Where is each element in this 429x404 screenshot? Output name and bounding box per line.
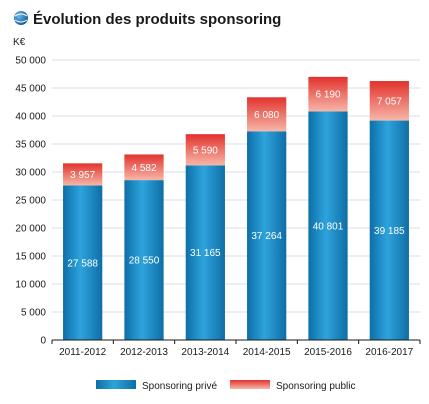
- bar-value-label: 27 588: [67, 258, 98, 269]
- bar-sponsoring-public: [63, 163, 103, 186]
- legend-label-sponsoring-public: Sponsoring public: [276, 381, 356, 392]
- bar-sponsoring-public: [308, 76, 348, 112]
- bar-value-label: 6 190: [315, 90, 340, 101]
- x-tick-label: 2014-2015: [243, 347, 291, 358]
- y-tick-label: 50 000: [15, 56, 46, 67]
- x-axis-ticks: 2011-2012 2012-2013 2013-2014 2014-2015 2015…: [51, 340, 421, 358]
- bar-value-label: 28 550: [129, 256, 160, 267]
- y-tick-label: 5 000: [21, 308, 46, 319]
- bar-value-label: 5 590: [193, 145, 218, 156]
- bar-sponsoring-public: [247, 97, 287, 132]
- bar-sponsoring-public: [124, 154, 164, 181]
- x-tick-label: 2012-2013: [120, 347, 168, 358]
- bar-value-label: 39 185: [374, 226, 405, 237]
- y-tick-label: 40 000: [15, 112, 46, 123]
- grid-lines: [52, 59, 420, 313]
- x-tick-label: 2016-2017: [365, 347, 413, 358]
- bar-sponsoring-prive: [63, 185, 103, 340]
- bar-sponsoring-public: [185, 134, 225, 166]
- y-tick-label: 30 000: [15, 168, 46, 179]
- bar-sponsoring-prive: [369, 120, 409, 341]
- chart-title: Évolution des produits sponsoring: [33, 11, 281, 28]
- y-tick-label: 15 000: [15, 252, 46, 263]
- y-axis-ticks: 0 5 000 10 000 15 000 20 000 25 000 30 000 35 0…: [15, 56, 46, 347]
- bar-sponsoring-prive: [247, 131, 287, 340]
- globe-bullet-icon: [14, 11, 28, 25]
- bar-value-label: 3 957: [70, 170, 95, 181]
- y-tick-label: 0: [40, 336, 46, 347]
- x-tick-label: 2015-2016: [304, 347, 352, 358]
- bar-sponsoring-prive: [124, 180, 164, 340]
- legend: Sponsoring privé Sponsoring public: [96, 380, 356, 392]
- y-axis-unit-label: K€: [13, 37, 26, 48]
- bar-sponsoring-public: [369, 81, 409, 121]
- legend-swatch-sponsoring-public: [230, 380, 270, 389]
- bar-value-label: 40 801: [313, 221, 344, 232]
- bars: 27 588 3 957 28 550 4 582 31 165 5 590 37 264 6…: [63, 76, 409, 341]
- chart-header: Évolution des produits sponsoring: [14, 11, 281, 28]
- y-tick-label: 10 000: [15, 280, 46, 291]
- y-tick-label: 20 000: [15, 224, 46, 235]
- bar-value-label: 7 057: [377, 96, 402, 107]
- x-tick-label: 2011-2012: [59, 347, 107, 358]
- legend-label-sponsoring-prive: Sponsoring privé: [142, 381, 217, 392]
- legend-swatch-sponsoring-prive: [96, 380, 136, 389]
- y-tick-label: 45 000: [15, 84, 46, 95]
- bar-sponsoring-prive: [308, 111, 348, 340]
- y-tick-label: 35 000: [15, 140, 46, 151]
- bar-value-label: 4 582: [131, 163, 156, 174]
- bar-sponsoring-prive: [185, 165, 225, 340]
- y-tick-label: 25 000: [15, 196, 46, 207]
- x-tick-label: 2013-2014: [181, 347, 229, 358]
- bar-value-label: 31 165: [190, 248, 221, 259]
- bar-value-label: 37 264: [251, 231, 282, 242]
- bar-value-label: 6 080: [254, 110, 279, 121]
